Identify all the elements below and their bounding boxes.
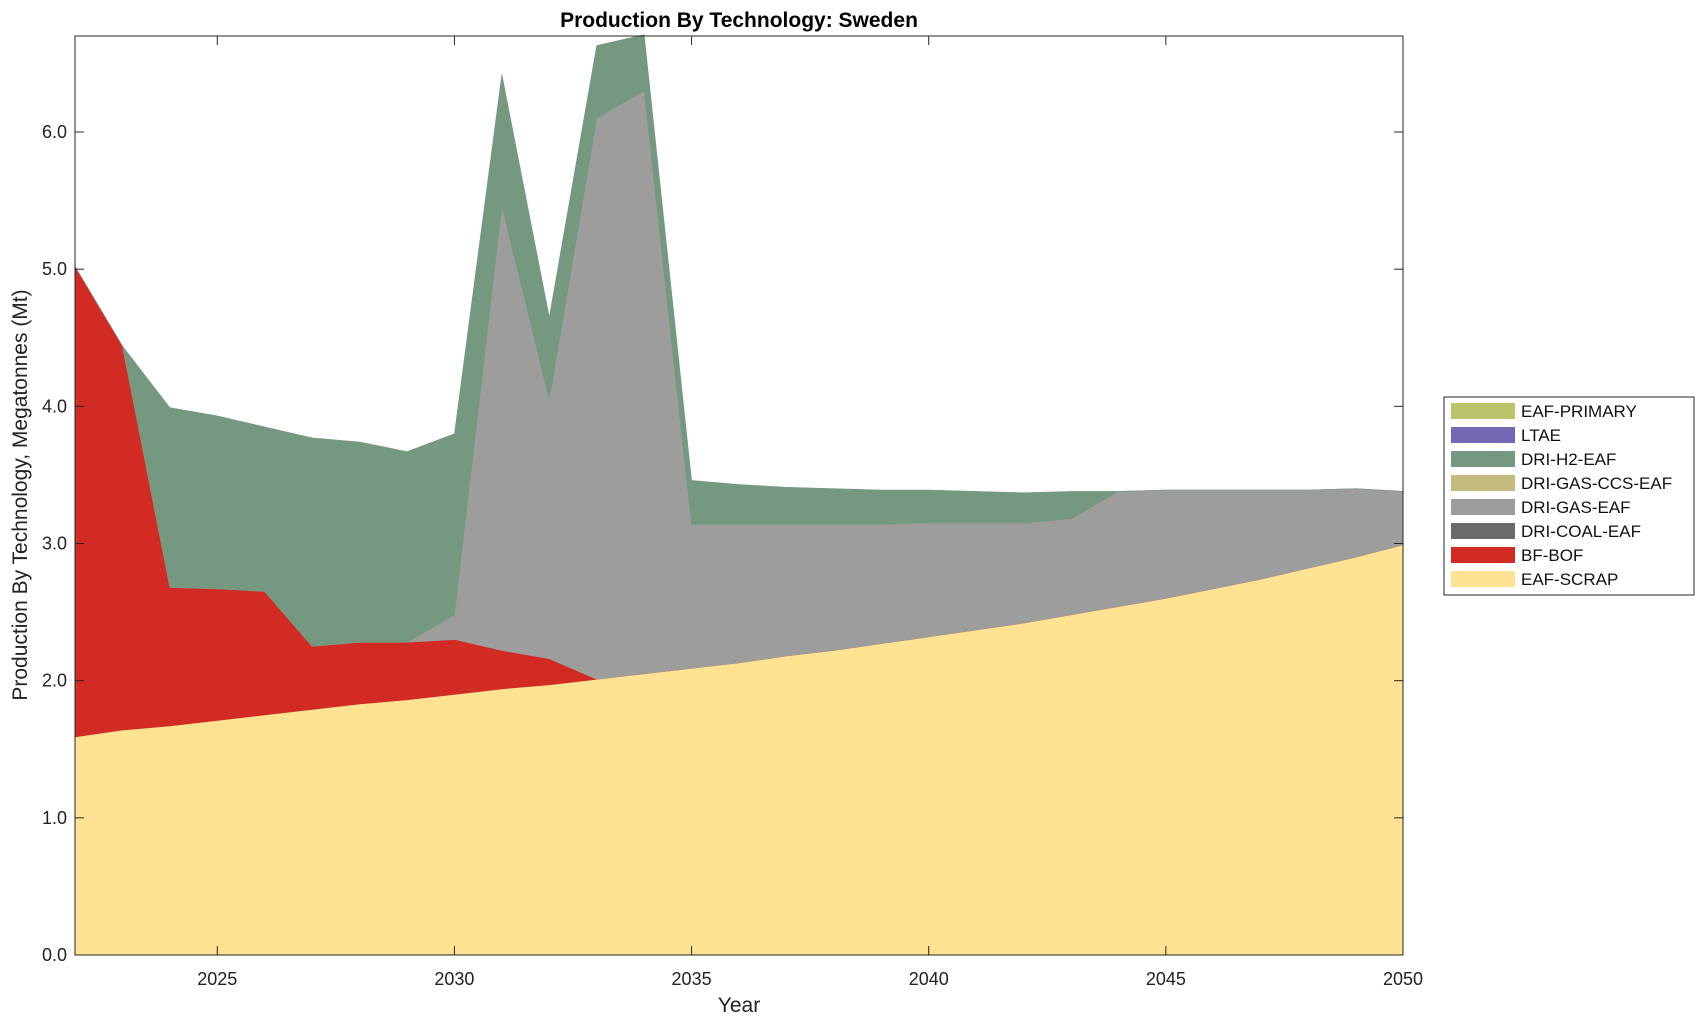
y-tick-label: 3.0 (42, 534, 67, 554)
y-tick-label: 1.0 (42, 808, 67, 828)
legend-label-eaf-scrap: EAF-SCRAP (1521, 570, 1618, 589)
x-tick-label: 2040 (909, 969, 949, 989)
chart-title: Production By Technology: Sweden (560, 9, 918, 32)
y-tick-label: 0.0 (42, 945, 67, 965)
legend-label-dri-h2-eaf: DRI-H2-EAF (1521, 450, 1616, 469)
axis-ticks: 2025 2030 2035 2040 2045 2050 0.0 1.0 2.0 3.0 4.0 5… (42, 36, 1423, 989)
y-tick-label: 4.0 (42, 396, 67, 416)
legend-label-eaf-primary: EAF-PRIMARY (1521, 402, 1637, 421)
legend-swatch-bf-bof (1451, 547, 1515, 563)
legend: EAF-PRIMARY LTAE DRI-H2-EAF DRI-GAS-CCS-EAF… (1443, 396, 1695, 596)
y-tick-label: 2.0 (42, 671, 67, 691)
x-tick-label: 2045 (1146, 969, 1186, 989)
legend-swatch-dri-coal-eaf (1451, 523, 1515, 539)
legend-swatch-dri-gas-eaf (1451, 499, 1515, 515)
x-tick-label: 2050 (1383, 969, 1423, 989)
legend-swatch-ltae (1451, 427, 1515, 443)
plot-frame (74, 35, 1404, 956)
legend-swatch-dri-h2-eaf (1451, 451, 1515, 467)
y-tick-label: 5.0 (42, 259, 67, 279)
x-axis-label: Year (718, 994, 760, 1017)
legend-label-dri-coal-eaf: DRI-COAL-EAF (1521, 522, 1641, 541)
x-tick-label: 2035 (672, 969, 712, 989)
legend-label-dri-gas-eaf: DRI-GAS-EAF (1521, 498, 1631, 517)
y-tick-label: 6.0 (42, 122, 67, 142)
legend-label-dri-gas-ccs-eaf: DRI-GAS-CCS-EAF (1521, 474, 1672, 493)
legend-label-bf-bof: BF-BOF (1521, 546, 1583, 565)
legend-label-ltae: LTAE (1521, 426, 1561, 445)
y-axis-label: Production By Technology, Megatonnes (Mt… (9, 289, 32, 700)
legend-swatch-eaf-primary (1451, 403, 1515, 419)
legend-swatch-eaf-scrap (1451, 571, 1515, 587)
x-tick-label: 2030 (434, 969, 474, 989)
x-tick-label: 2025 (197, 969, 237, 989)
legend-box (1443, 396, 1695, 596)
legend-swatch-dri-gas-ccs-eaf (1451, 475, 1515, 491)
